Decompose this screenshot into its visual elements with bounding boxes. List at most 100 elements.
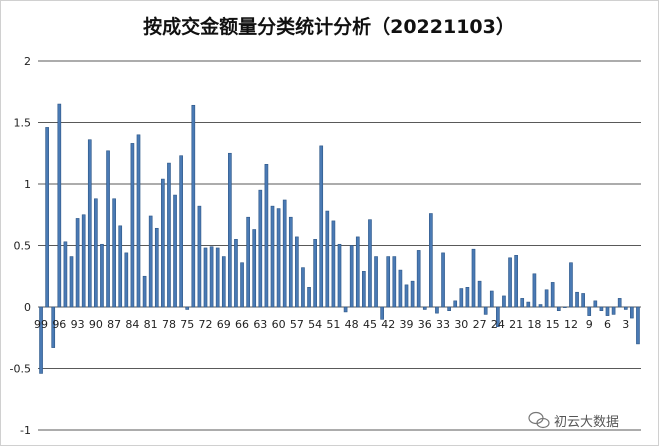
y-tick-label: 2 xyxy=(24,55,31,68)
bar xyxy=(404,284,409,308)
bar xyxy=(246,216,250,308)
bar xyxy=(75,218,80,308)
bar xyxy=(459,288,464,308)
bar xyxy=(319,145,324,308)
bar xyxy=(209,246,214,308)
bar xyxy=(154,227,159,308)
x-tick-label: 84 xyxy=(125,318,139,331)
bar xyxy=(563,306,567,308)
bar xyxy=(112,198,116,308)
x-tick-label: 15 xyxy=(546,318,560,331)
bar xyxy=(343,306,348,313)
bar xyxy=(185,306,190,310)
x-tick-label: 21 xyxy=(509,318,523,331)
bar xyxy=(587,306,592,316)
bar xyxy=(258,189,263,308)
x-tick-label: 30 xyxy=(454,318,468,331)
y-tick-label: -0.5 xyxy=(10,363,31,376)
bar xyxy=(453,300,458,308)
bar xyxy=(81,214,86,308)
bar xyxy=(514,255,518,308)
bar xyxy=(130,143,135,308)
watermark: 初云大数据 xyxy=(528,411,619,430)
bar xyxy=(429,213,433,308)
bar xyxy=(234,239,238,308)
bar xyxy=(63,241,68,308)
bar xyxy=(550,282,555,308)
bar xyxy=(325,210,330,308)
bar xyxy=(538,304,543,308)
x-tick-label: 27 xyxy=(473,318,487,331)
bar xyxy=(623,306,628,310)
x-tick-label: 75 xyxy=(180,318,194,331)
bar xyxy=(148,215,153,308)
bar xyxy=(282,199,287,308)
x-tick-label: 54 xyxy=(308,318,322,331)
bar xyxy=(295,236,299,308)
bar xyxy=(422,306,427,310)
y-tick-label: -1 xyxy=(20,424,31,437)
bar xyxy=(191,104,196,308)
x-tick-label: 57 xyxy=(290,318,304,331)
bar xyxy=(416,250,421,308)
bar xyxy=(39,306,43,374)
bar xyxy=(100,243,104,308)
bar xyxy=(307,287,311,308)
bar xyxy=(337,243,342,308)
bar xyxy=(276,208,281,308)
bar xyxy=(471,248,476,308)
bar xyxy=(477,280,482,308)
bar xyxy=(106,150,110,308)
bar xyxy=(51,306,56,348)
bar xyxy=(264,164,269,308)
bar xyxy=(502,295,506,308)
bar xyxy=(45,127,49,308)
bar xyxy=(636,306,640,345)
bar xyxy=(611,306,616,315)
x-tick-label: 63 xyxy=(253,318,267,331)
bar xyxy=(57,103,62,308)
x-tick-label: 81 xyxy=(144,318,158,331)
bar xyxy=(630,306,634,319)
bar xyxy=(240,262,244,308)
bar xyxy=(599,306,604,311)
x-tick-label: 87 xyxy=(107,318,121,331)
bar xyxy=(142,275,147,308)
bar xyxy=(94,198,98,308)
bar xyxy=(69,256,74,308)
x-tick-label: 66 xyxy=(235,318,249,331)
x-tick-label: 24 xyxy=(491,318,505,331)
bar xyxy=(465,287,470,308)
x-tick-label: 42 xyxy=(381,318,395,331)
bar xyxy=(489,290,494,308)
bar xyxy=(197,205,202,308)
bar xyxy=(447,306,451,311)
wechat-icon xyxy=(528,411,550,429)
bar xyxy=(496,306,500,327)
bar xyxy=(605,306,610,316)
bar xyxy=(301,267,305,308)
bar xyxy=(179,155,183,308)
bar xyxy=(435,306,439,314)
bar xyxy=(288,216,293,308)
bar xyxy=(161,178,165,308)
bar xyxy=(544,289,549,308)
x-axis-ticks: 99 96 93 90 87 84 81 78 75 72 69 66 63 60 57 54 51 48 45 42… xyxy=(34,318,629,331)
bar xyxy=(520,298,525,308)
x-tick-label: 48 xyxy=(345,318,359,331)
x-tick-label: 60 xyxy=(272,318,286,331)
y-axis-ticks: 2 1.5 1 0.5 0 -0.5 -1 xyxy=(10,55,31,437)
x-tick-label: 3 xyxy=(622,318,629,331)
bar xyxy=(313,239,317,308)
bar xyxy=(508,257,512,308)
bar xyxy=(270,205,275,308)
x-tick-label: 9 xyxy=(586,318,593,331)
bar xyxy=(593,300,598,308)
bar xyxy=(617,298,622,308)
watermark-text: 初云大数据 xyxy=(554,415,619,430)
bar xyxy=(380,306,384,320)
bar xyxy=(526,301,531,308)
chart-title: 按成交金额量分类统计分析（20221103） xyxy=(143,15,515,38)
bar xyxy=(136,134,141,308)
bar xyxy=(569,262,573,308)
